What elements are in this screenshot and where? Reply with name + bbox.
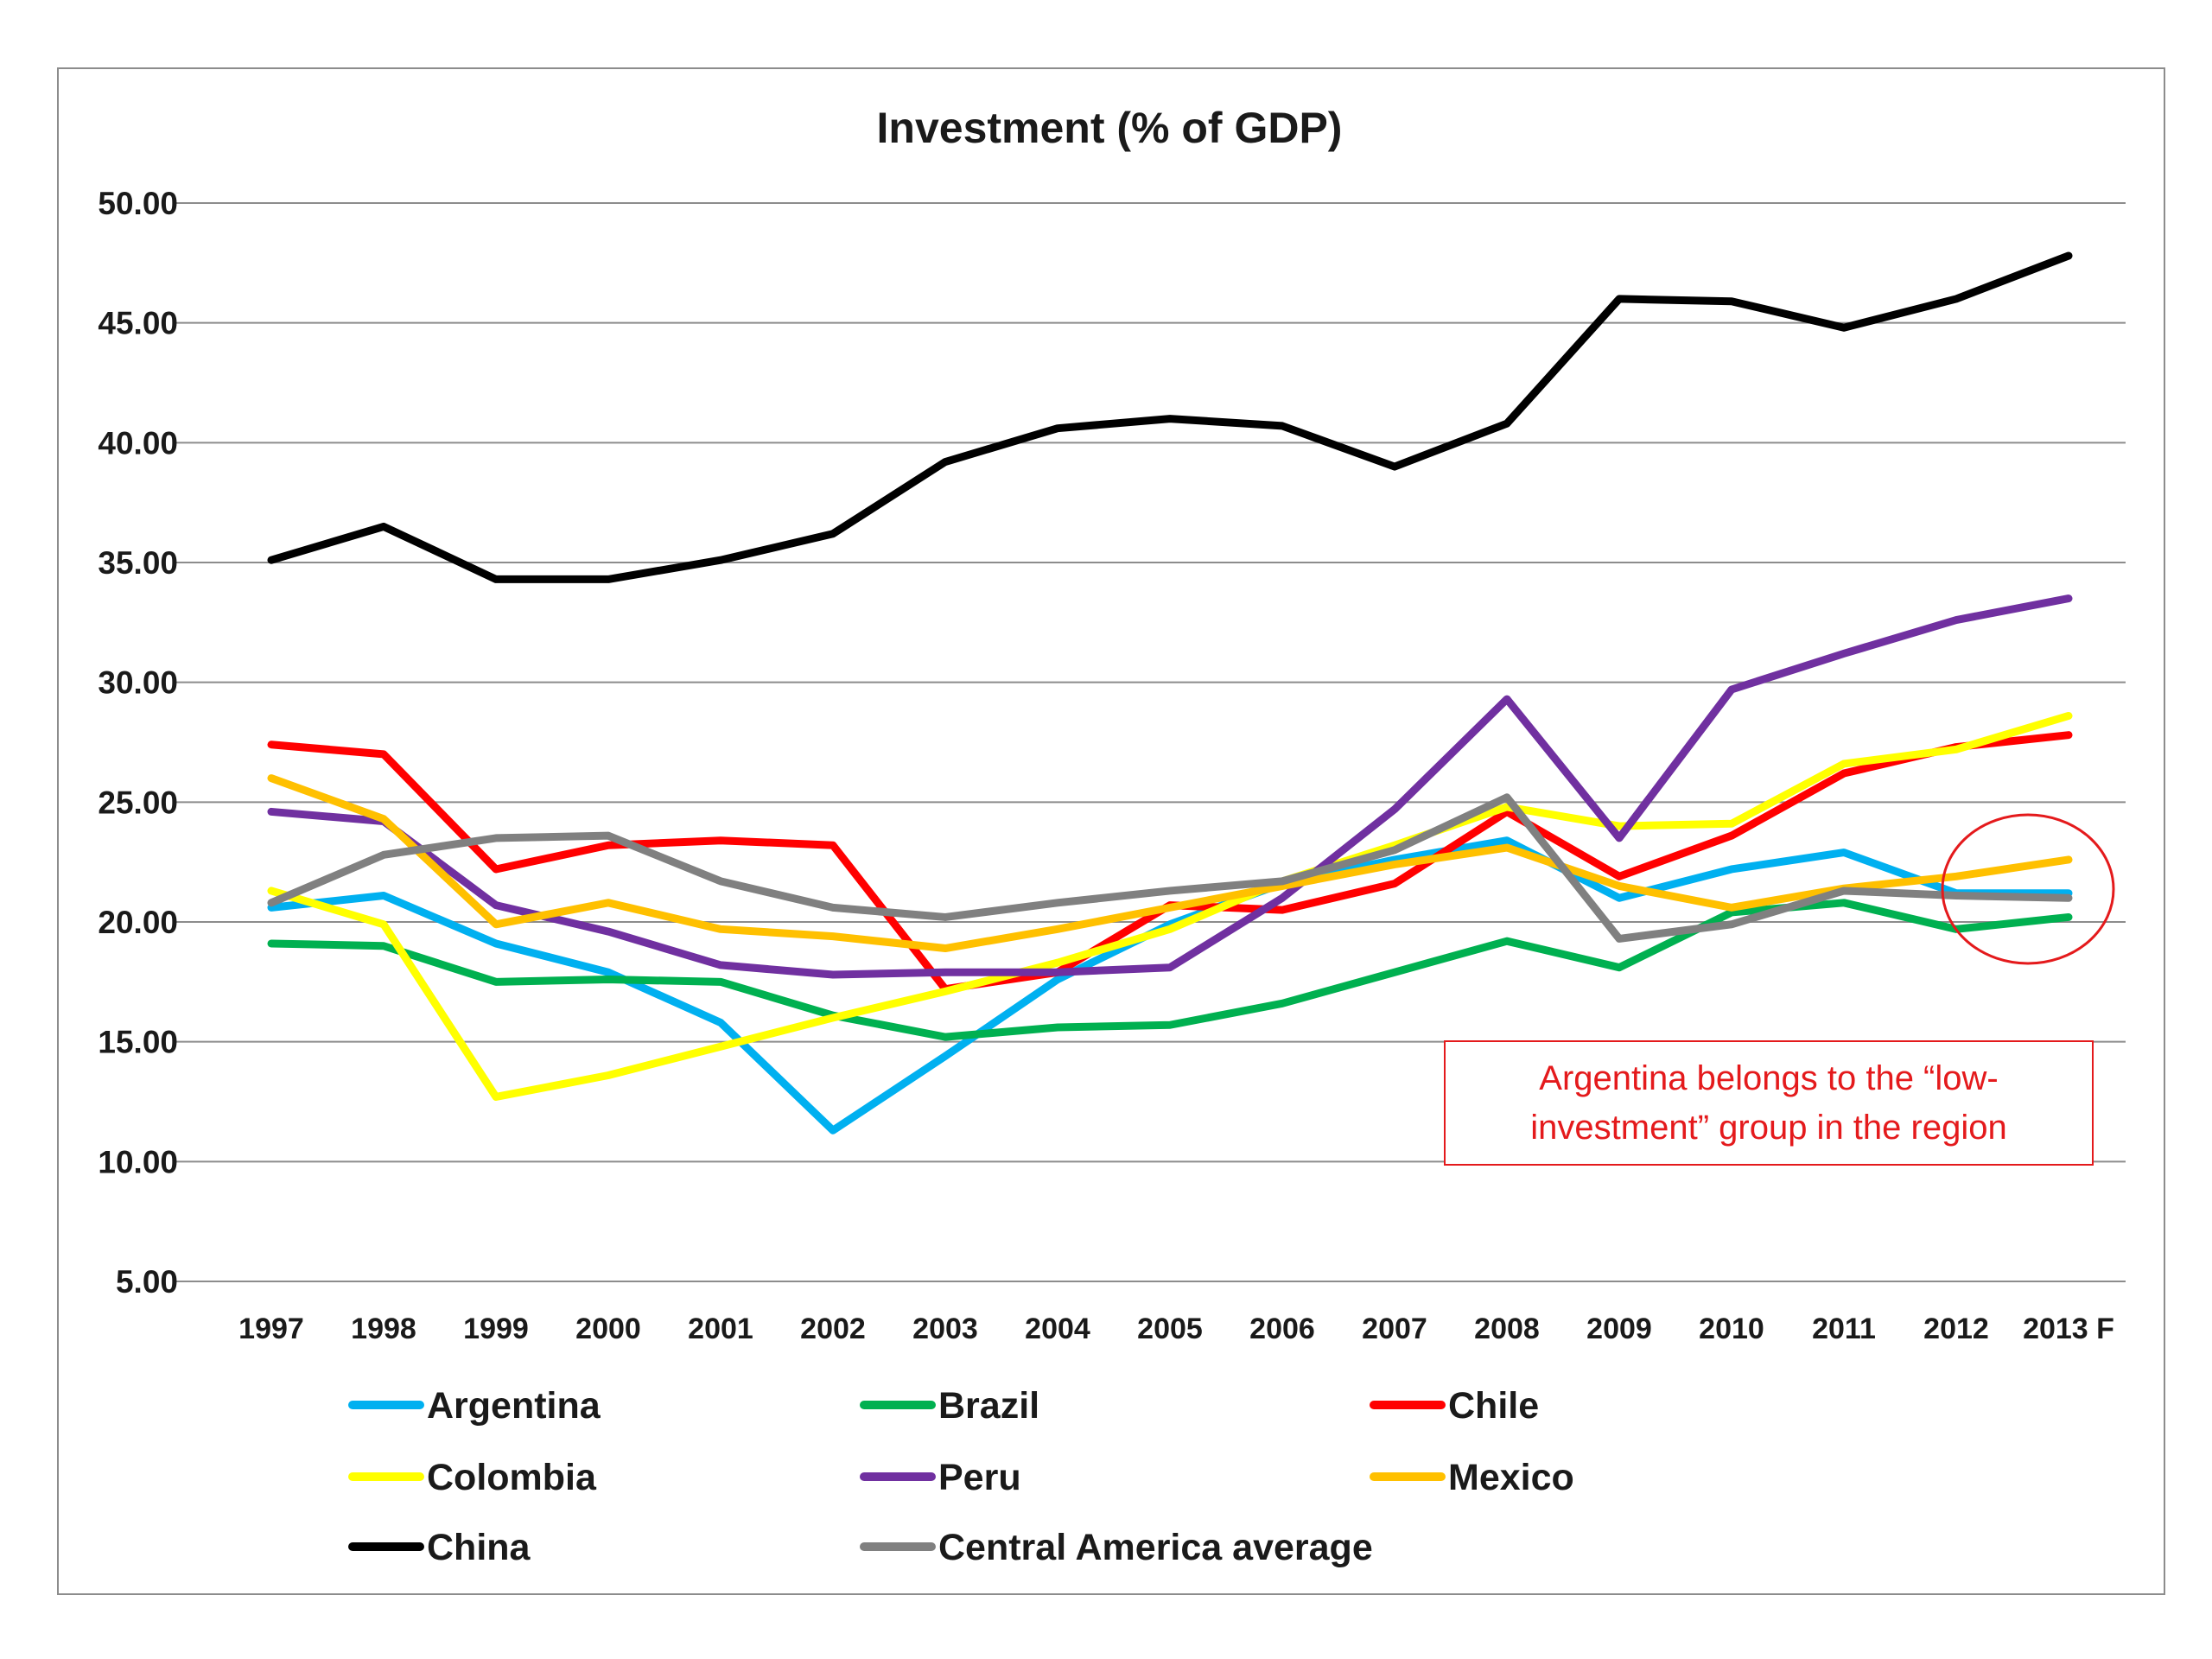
y-tick-label: 40.00 <box>98 425 178 461</box>
legend-label-peru: Peru <box>938 1457 1021 1498</box>
legend-label-china: China <box>427 1527 531 1568</box>
series-lines <box>267 251 2073 1135</box>
y-tick-label: 30.00 <box>98 665 178 701</box>
y-tick-label: 5.00 <box>116 1264 178 1300</box>
x-tick-label: 2001 <box>688 1313 753 1345</box>
x-tick-label: 2000 <box>575 1313 641 1345</box>
highlight-circle <box>1941 813 2115 965</box>
annotation-line-2: investment” group in the region <box>1530 1109 2006 1147</box>
x-tick-label: 1998 <box>351 1313 416 1345</box>
x-tick-label: 2008 <box>1474 1313 1540 1345</box>
y-tick-label: 25.00 <box>98 785 178 820</box>
x-tick-label: 2011 <box>1812 1313 1876 1345</box>
legend-label-chile: Chile <box>1448 1385 1539 1427</box>
legend: Argentina Brazil Chile Colombia Peru Mexico Ch… <box>348 1385 1574 1568</box>
y-tick-label: 35.00 <box>98 545 178 581</box>
x-tick-label: 2007 <box>1362 1313 1427 1345</box>
gridlines <box>176 202 2126 1282</box>
legend-label-argentina: Argentina <box>427 1385 601 1427</box>
x-tick-label: 2003 <box>912 1313 978 1345</box>
series-line-argentina <box>267 836 2073 1135</box>
chart-title: Investment (% of GDP) <box>877 104 1343 152</box>
series-line-peru <box>267 594 2073 979</box>
y-axis-ticks: 5.00 10.00 15.00 20.00 25.00 30.00 35.00 40.00 4… <box>98 186 178 1300</box>
x-tick-label: 2005 <box>1137 1313 1203 1345</box>
y-tick-label: 50.00 <box>98 186 178 221</box>
y-tick-label: 10.00 <box>98 1144 178 1179</box>
annotation-box <box>1444 1040 2094 1166</box>
y-tick-label: 45.00 <box>98 306 178 341</box>
series-line-central-america-average <box>267 793 2073 943</box>
x-tick-label: 1999 <box>463 1313 529 1345</box>
legend-label-central-america-average: Central America average <box>938 1527 1373 1568</box>
legend-label-brazil: Brazil <box>938 1385 1039 1427</box>
x-tick-label: 1997 <box>238 1313 304 1345</box>
y-tick-label: 20.00 <box>98 905 178 940</box>
x-tick-label: 2002 <box>800 1313 866 1345</box>
y-tick-label: 15.00 <box>98 1025 178 1060</box>
x-axis-ticks: 1997 1998 1999 2000 2001 2002 2003 2004 2005 2006… <box>238 1313 2114 1345</box>
x-tick-label: 2013 F <box>2023 1313 2114 1345</box>
x-tick-label: 2009 <box>1586 1313 1652 1345</box>
x-tick-label: 2012 <box>1923 1313 1989 1345</box>
x-tick-label: 2004 <box>1025 1313 1090 1345</box>
x-tick-label: 2010 <box>1699 1313 1764 1345</box>
annotation-line-1: Argentina belongs to the “low- <box>1539 1059 1998 1097</box>
series-line-mexico <box>267 774 2073 953</box>
x-tick-label: 2006 <box>1249 1313 1315 1345</box>
legend-label-mexico: Mexico <box>1448 1457 1574 1498</box>
series-line-colombia <box>267 711 2073 1101</box>
legend-label-colombia: Colombia <box>427 1457 597 1498</box>
series-line-china <box>267 251 2073 583</box>
